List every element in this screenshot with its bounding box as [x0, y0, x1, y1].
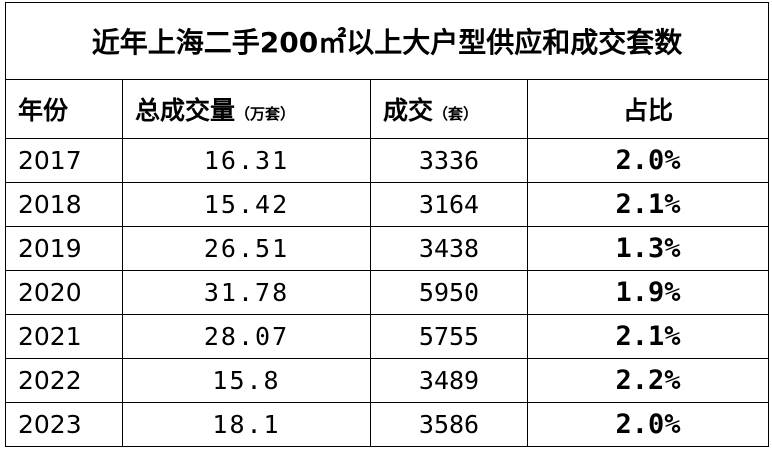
table-cell: 2022: [5, 358, 123, 403]
table-cell: 18.1: [122, 402, 371, 447]
table-cell: 2019: [5, 226, 123, 271]
header-text: 总成交量: [135, 96, 236, 125]
table-row: 2019 26.51 3438 1.3%: [5, 226, 770, 271]
table-row: 2023 18.1 3586 2.0%: [5, 402, 770, 447]
table-cell: 1.3%: [526, 226, 770, 271]
table-cell: 3438: [370, 226, 528, 271]
table-cell: 1.9%: [526, 270, 770, 315]
header-cell: 占比: [526, 79, 770, 139]
table-cell: 5950: [370, 270, 528, 315]
header-text: 占比: [623, 96, 674, 125]
table-cell: 2020: [5, 270, 123, 315]
table-row: 2017 16.31 3336 2.0%: [5, 138, 770, 183]
table-cell: 3164: [370, 182, 528, 227]
table-cell: 3586: [370, 402, 528, 447]
header-cell: 年份: [5, 79, 123, 139]
header-row: 年份 总成交量（万套） 成交（套） 占比: [5, 79, 770, 139]
header-cell: 成交（套）: [370, 79, 528, 139]
table-row: 2018 15.42 3164 2.1%: [5, 182, 770, 227]
table-cell: 31.78: [122, 270, 371, 315]
header-unit: （套）: [433, 105, 479, 123]
table-cell: 2.0%: [526, 402, 770, 447]
table-title: 近年上海二手200㎡以上大户型供应和成交套数: [4, 2, 770, 80]
table-head: 近年上海二手200㎡以上大户型供应和成交套数 年份 总成交量（万套） 成交（套） 占比: [4, 2, 770, 139]
table-cell: 16.31: [122, 138, 371, 183]
table-cell: 2018: [5, 182, 123, 227]
table-cell: 15.8: [122, 358, 371, 403]
table-cell: 2.1%: [526, 182, 770, 227]
table-cell: 15.42: [122, 182, 371, 227]
table-cell: 3489: [370, 358, 528, 403]
table-cell: 2.0%: [526, 138, 770, 183]
table-row: 2022 15.8 3489 2.2%: [5, 358, 770, 403]
table-body: 2017 16.31 3336 2.0% 2018 15.42 3164 2.1% 2019 26…: [5, 138, 770, 447]
header-cell: 总成交量（万套）: [122, 79, 371, 139]
table-cell: 2017: [5, 138, 123, 183]
table-cell: 28.07: [122, 314, 371, 359]
header-text: 年份: [18, 96, 69, 125]
table-cell: 26.51: [122, 226, 371, 271]
table-row: 2020 31.78 5950 1.9%: [5, 270, 770, 315]
table-cell: 2.1%: [526, 314, 770, 359]
table-row: 2021 28.07 5755 2.1%: [5, 314, 770, 359]
table-cell: 3336: [370, 138, 528, 183]
table-cell: 2021: [5, 314, 123, 359]
header-text: 成交: [383, 96, 434, 125]
table-cell: 2023: [5, 402, 123, 447]
table-cell: 2.2%: [526, 358, 770, 403]
table-cell: 5755: [370, 314, 528, 359]
data-table: 近年上海二手200㎡以上大户型供应和成交套数 年份 总成交量（万套） 成交（套） 占比…: [4, 2, 770, 447]
title-row: 近年上海二手200㎡以上大户型供应和成交套数: [4, 2, 770, 80]
header-unit: （万套）: [235, 105, 296, 123]
